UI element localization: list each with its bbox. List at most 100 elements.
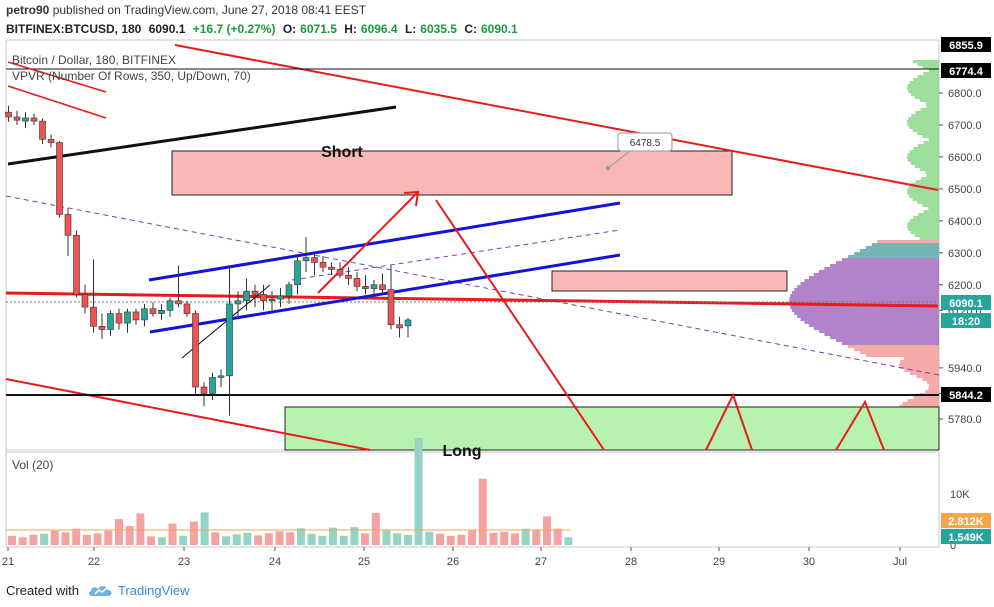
vpvr-row [920, 177, 939, 180]
price-pane[interactable] [5, 39, 940, 451]
candle [311, 252, 318, 276]
candle [132, 308, 140, 325]
time-axis[interactable]: 21 22 23 24 25 26 27 28 29 30 Jul [2, 547, 907, 568]
candle-body [200, 386, 208, 394]
price-callout[interactable]: 6478.5 [606, 132, 673, 170]
publish-info: petro90 published on TradingView.com, Ju… [6, 3, 366, 17]
volume-axis[interactable]: 10K 0 2.812K 1.549K [940, 452, 994, 552]
vpvr-row [923, 141, 939, 144]
volume-bar [553, 528, 562, 545]
volume-bar [189, 521, 198, 545]
price-tick-label: 6500.0 [948, 184, 982, 196]
price-axis[interactable]: 6800.0 6700.0 6600.0 6500.0 6400.0 6300.0 6200… [939, 37, 994, 450]
candle [200, 382, 208, 407]
price-tick-label: 5940.0 [948, 363, 982, 375]
vpvr-row [790, 294, 939, 297]
candle-body [294, 260, 301, 286]
vpvr-row [841, 258, 939, 261]
author-name[interactable]: petro90 [6, 3, 50, 17]
blue-channel-top[interactable] [148, 201, 621, 282]
volume-bar [264, 533, 273, 545]
early-channel-top[interactable] [7, 61, 107, 93]
projection-zigzag-1[interactable] [705, 392, 753, 451]
candle [124, 308, 131, 333]
last-price: 6090.1 [148, 22, 186, 36]
candle-body [141, 308, 148, 321]
dashed-trendline-mid[interactable] [291, 229, 621, 281]
black-trendline[interactable] [7, 105, 397, 166]
vpvr-row [835, 339, 939, 342]
price-tick-label: 6700.0 [948, 120, 982, 132]
volume-badge-label: 2.812K [948, 516, 984, 528]
price-tick-label: 6300.0 [948, 248, 982, 260]
candle [141, 303, 148, 327]
candle [234, 291, 242, 317]
candle-body [107, 313, 114, 330]
candle [362, 275, 369, 295]
volume-bar [414, 437, 423, 545]
descending-trendline-lower[interactable] [5, 378, 371, 451]
callout-anchor [606, 166, 610, 170]
vpvr-row [913, 396, 939, 399]
volume-bar [425, 531, 434, 545]
projection-zigzag-2[interactable] [835, 399, 885, 451]
vpvr-row [818, 330, 939, 333]
vpvr-row [813, 273, 939, 276]
candle [370, 279, 378, 295]
price-chart[interactable]: Short Long 6478.5 Bitcoin / Dollar, 180,… [0, 0, 994, 577]
vpvr-legend[interactable]: VPVR (Number Of Rows, 350, Up/Down, 70) [12, 69, 251, 83]
time-tick-label: 26 [447, 556, 459, 568]
candle [319, 256, 327, 272]
price-badge [941, 63, 991, 78]
open-label: O: [282, 22, 297, 36]
candle-body [396, 324, 403, 329]
vpvr-row [917, 63, 939, 66]
price-badge-label: 5844.2 [949, 390, 983, 402]
vpvr-row [789, 297, 939, 300]
projection-down-line[interactable] [435, 199, 605, 451]
vpvr-row [909, 150, 939, 153]
short-label: Short [321, 144, 363, 161]
close-label: C: [464, 22, 477, 36]
short-zone[interactable] [171, 150, 733, 196]
vpvr-row [918, 213, 939, 216]
vpvr-row [911, 183, 939, 186]
volume-bar [457, 534, 466, 545]
vpvr-row [791, 309, 939, 312]
volume-bar [72, 528, 81, 545]
candle-body [387, 289, 395, 326]
volume-bar [29, 534, 38, 545]
volume-bar [115, 518, 123, 545]
volume-bar [211, 532, 220, 545]
vpvr-row [907, 399, 939, 402]
time-tick-label: 25 [358, 556, 370, 568]
arrow-up-line[interactable] [317, 191, 419, 294]
horizontal-support-line[interactable] [5, 291, 939, 308]
vpvr-row [877, 240, 939, 243]
series-legend[interactable]: Bitcoin / Dollar, 180, BITFINEX [12, 53, 176, 67]
long-zone[interactable] [284, 406, 940, 451]
vpvr-row [794, 312, 939, 315]
volume-legend[interactable]: Vol (20) [12, 458, 53, 472]
candle-body [328, 266, 335, 270]
vpvr-row [925, 171, 939, 174]
callout-pointer [607, 150, 631, 169]
volume-bar [168, 523, 177, 545]
volume-bar [82, 534, 91, 545]
candle-body [64, 214, 72, 236]
resistance-zone[interactable] [551, 270, 788, 292]
tradingview-brand[interactable]: TradingView [118, 583, 190, 598]
close-value: 6090.1 [480, 22, 518, 36]
vpvr-row [910, 162, 939, 165]
candle-body [243, 290, 250, 302]
vpvr-row [800, 282, 939, 285]
vpvr-row [907, 192, 939, 195]
vpvr-row [907, 156, 939, 159]
candle [302, 236, 310, 272]
volume-bar [521, 528, 530, 545]
early-channel-bottom[interactable] [7, 85, 107, 119]
candle-body [251, 290, 259, 295]
candle [107, 310, 114, 336]
candlestick-series[interactable] [5, 105, 412, 416]
volume-bar [564, 537, 573, 545]
